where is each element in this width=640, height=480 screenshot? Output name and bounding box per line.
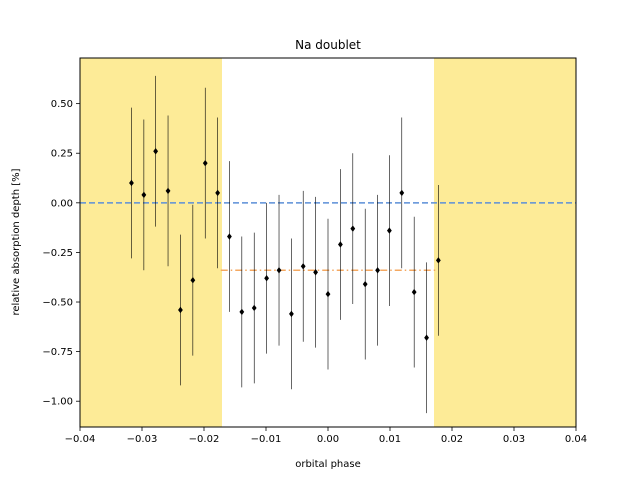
y-axis-label: relative absorption depth [%] [11, 168, 22, 315]
shaded-region-1 [434, 58, 576, 427]
y-tick-label: −0.50 [42, 298, 73, 309]
data-point-11 [264, 275, 270, 282]
data-point-21 [386, 227, 392, 234]
y-tick-label: 0.50 [51, 99, 73, 110]
data-point-4 [178, 306, 183, 314]
data-point-18 [350, 225, 356, 232]
x-tick-label: 0.02 [441, 434, 463, 445]
data-point-17 [338, 241, 343, 248]
x-tick-label: 0.04 [565, 434, 587, 445]
data-points [129, 148, 441, 341]
data-point-16 [325, 290, 331, 298]
x-tick-label: −0.04 [65, 434, 96, 445]
x-tick-label: −0.02 [189, 434, 220, 445]
y-tick-label: −0.75 [42, 347, 73, 358]
data-point-1 [141, 191, 147, 199]
data-point-10 [251, 304, 257, 312]
data-point-23 [411, 288, 417, 296]
data-point-19 [362, 280, 368, 288]
data-point-9 [239, 308, 245, 316]
chart-title: Na doublet [295, 38, 361, 52]
data-point-20 [375, 267, 380, 274]
shaded-region-0 [80, 58, 222, 427]
data-point-8 [227, 233, 232, 240]
y-tick-label: −0.25 [42, 248, 73, 259]
shaded-regions [80, 58, 576, 427]
x-ticks: −0.04 −0.03 −0.02 −0.01 0.00 0.01 0.02 0.03 0.04 [65, 427, 587, 445]
data-point-15 [313, 269, 318, 276]
x-tick-label: 0.01 [379, 434, 401, 445]
y-ticks: 0.50 0.25 0.00 −0.25 −0.50 −0.75 −1.00 [42, 99, 80, 408]
data-point-6 [202, 159, 208, 167]
data-point-7 [215, 189, 221, 197]
data-point-3 [165, 187, 171, 195]
y-tick-label: 0.00 [51, 198, 73, 209]
data-point-24 [424, 334, 429, 341]
data-point-0 [129, 179, 134, 187]
data-point-13 [289, 310, 294, 318]
y-tick-label: 0.25 [51, 149, 73, 160]
x-tick-label: −0.01 [251, 434, 282, 445]
data-point-5 [190, 276, 196, 284]
x-tick-label: −0.03 [127, 434, 158, 445]
data-point-2 [153, 148, 159, 155]
y-tick-label: −1.00 [42, 397, 73, 408]
data-point-25 [435, 257, 441, 264]
x-axis-label: orbital phase [295, 459, 361, 470]
x-tick-label: 0.00 [317, 434, 339, 445]
data-point-22 [399, 189, 405, 197]
data-point-14 [300, 263, 306, 270]
data-point-12 [276, 267, 282, 274]
x-tick-label: 0.03 [503, 434, 525, 445]
